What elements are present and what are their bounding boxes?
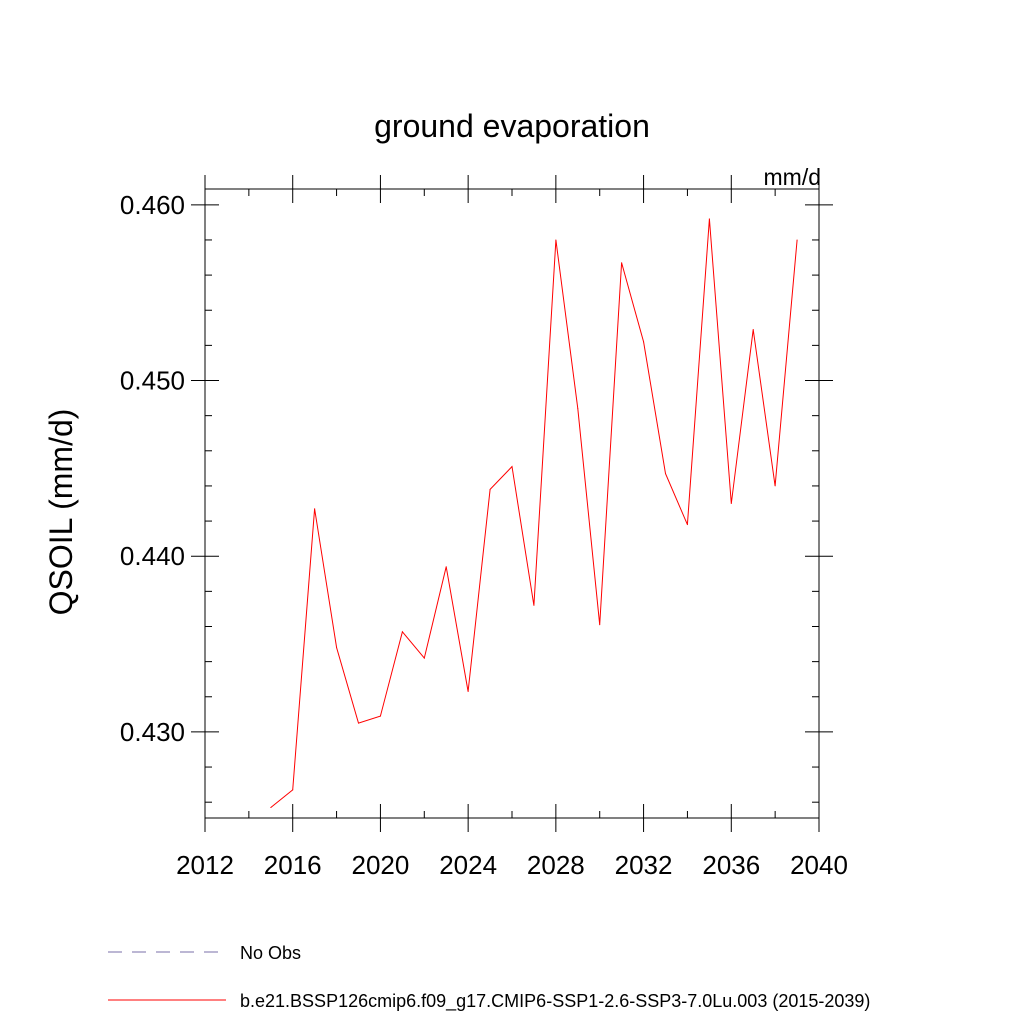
x-tick-label: 2024 bbox=[439, 850, 497, 880]
data-point bbox=[467, 690, 469, 692]
legend: No Obs b.e21.BSSP126cmip6.f09_g17.CMIP6-S… bbox=[108, 943, 870, 1012]
data-point bbox=[314, 508, 316, 510]
data-point bbox=[577, 408, 579, 410]
data-point bbox=[599, 624, 601, 626]
chart-title: ground evaporation bbox=[374, 108, 650, 144]
data-point bbox=[358, 722, 359, 724]
series-group bbox=[270, 218, 798, 808]
data-point bbox=[621, 262, 623, 264]
data-point bbox=[686, 524, 688, 526]
legend-label: No Obs bbox=[240, 943, 301, 963]
data-point bbox=[774, 485, 776, 487]
data-point bbox=[511, 466, 513, 468]
data-point bbox=[555, 239, 557, 241]
y-tick-label: 0.450 bbox=[120, 366, 185, 396]
data-point bbox=[445, 566, 447, 568]
y-tick-label: 0.430 bbox=[120, 717, 185, 747]
data-point bbox=[423, 657, 425, 659]
x-axis: 2012 2016 2020 2024 2028 2032 2036 2040 bbox=[176, 175, 848, 880]
data-point bbox=[708, 218, 710, 220]
x-tick-label: 2016 bbox=[264, 850, 322, 880]
x-tick-label: 2020 bbox=[352, 850, 410, 880]
x-tick-label: 2012 bbox=[176, 850, 234, 880]
x-tick-label: 2028 bbox=[527, 850, 585, 880]
series-line bbox=[270, 218, 798, 808]
data-point bbox=[336, 647, 338, 649]
data-point bbox=[401, 631, 403, 633]
y-axis: 0.430 0.440 0.450 0.460 bbox=[120, 190, 833, 803]
data-point bbox=[665, 473, 666, 475]
data-point bbox=[270, 806, 272, 808]
plot-border bbox=[204, 188, 820, 819]
x-tick-label: 2036 bbox=[702, 850, 760, 880]
data-point bbox=[796, 239, 798, 241]
data-point bbox=[643, 341, 645, 343]
data-point bbox=[533, 604, 535, 606]
y-axis-label: QSOIL (mm/d) bbox=[43, 409, 79, 616]
plot-frame bbox=[204, 188, 820, 819]
data-point bbox=[379, 715, 381, 717]
y-tick-label: 0.440 bbox=[120, 541, 185, 571]
x-tick-label: 2032 bbox=[615, 850, 673, 880]
data-point bbox=[730, 503, 732, 504]
data-point bbox=[292, 789, 294, 791]
units-label: mm/d bbox=[764, 164, 822, 190]
data-point bbox=[752, 329, 754, 331]
data-point bbox=[489, 488, 491, 490]
y-tick-label: 0.460 bbox=[120, 190, 185, 220]
x-tick-label: 2040 bbox=[790, 850, 848, 880]
legend-label: b.e21.BSSP126cmip6.f09_g17.CMIP6-SSP1-2.… bbox=[240, 991, 870, 1012]
